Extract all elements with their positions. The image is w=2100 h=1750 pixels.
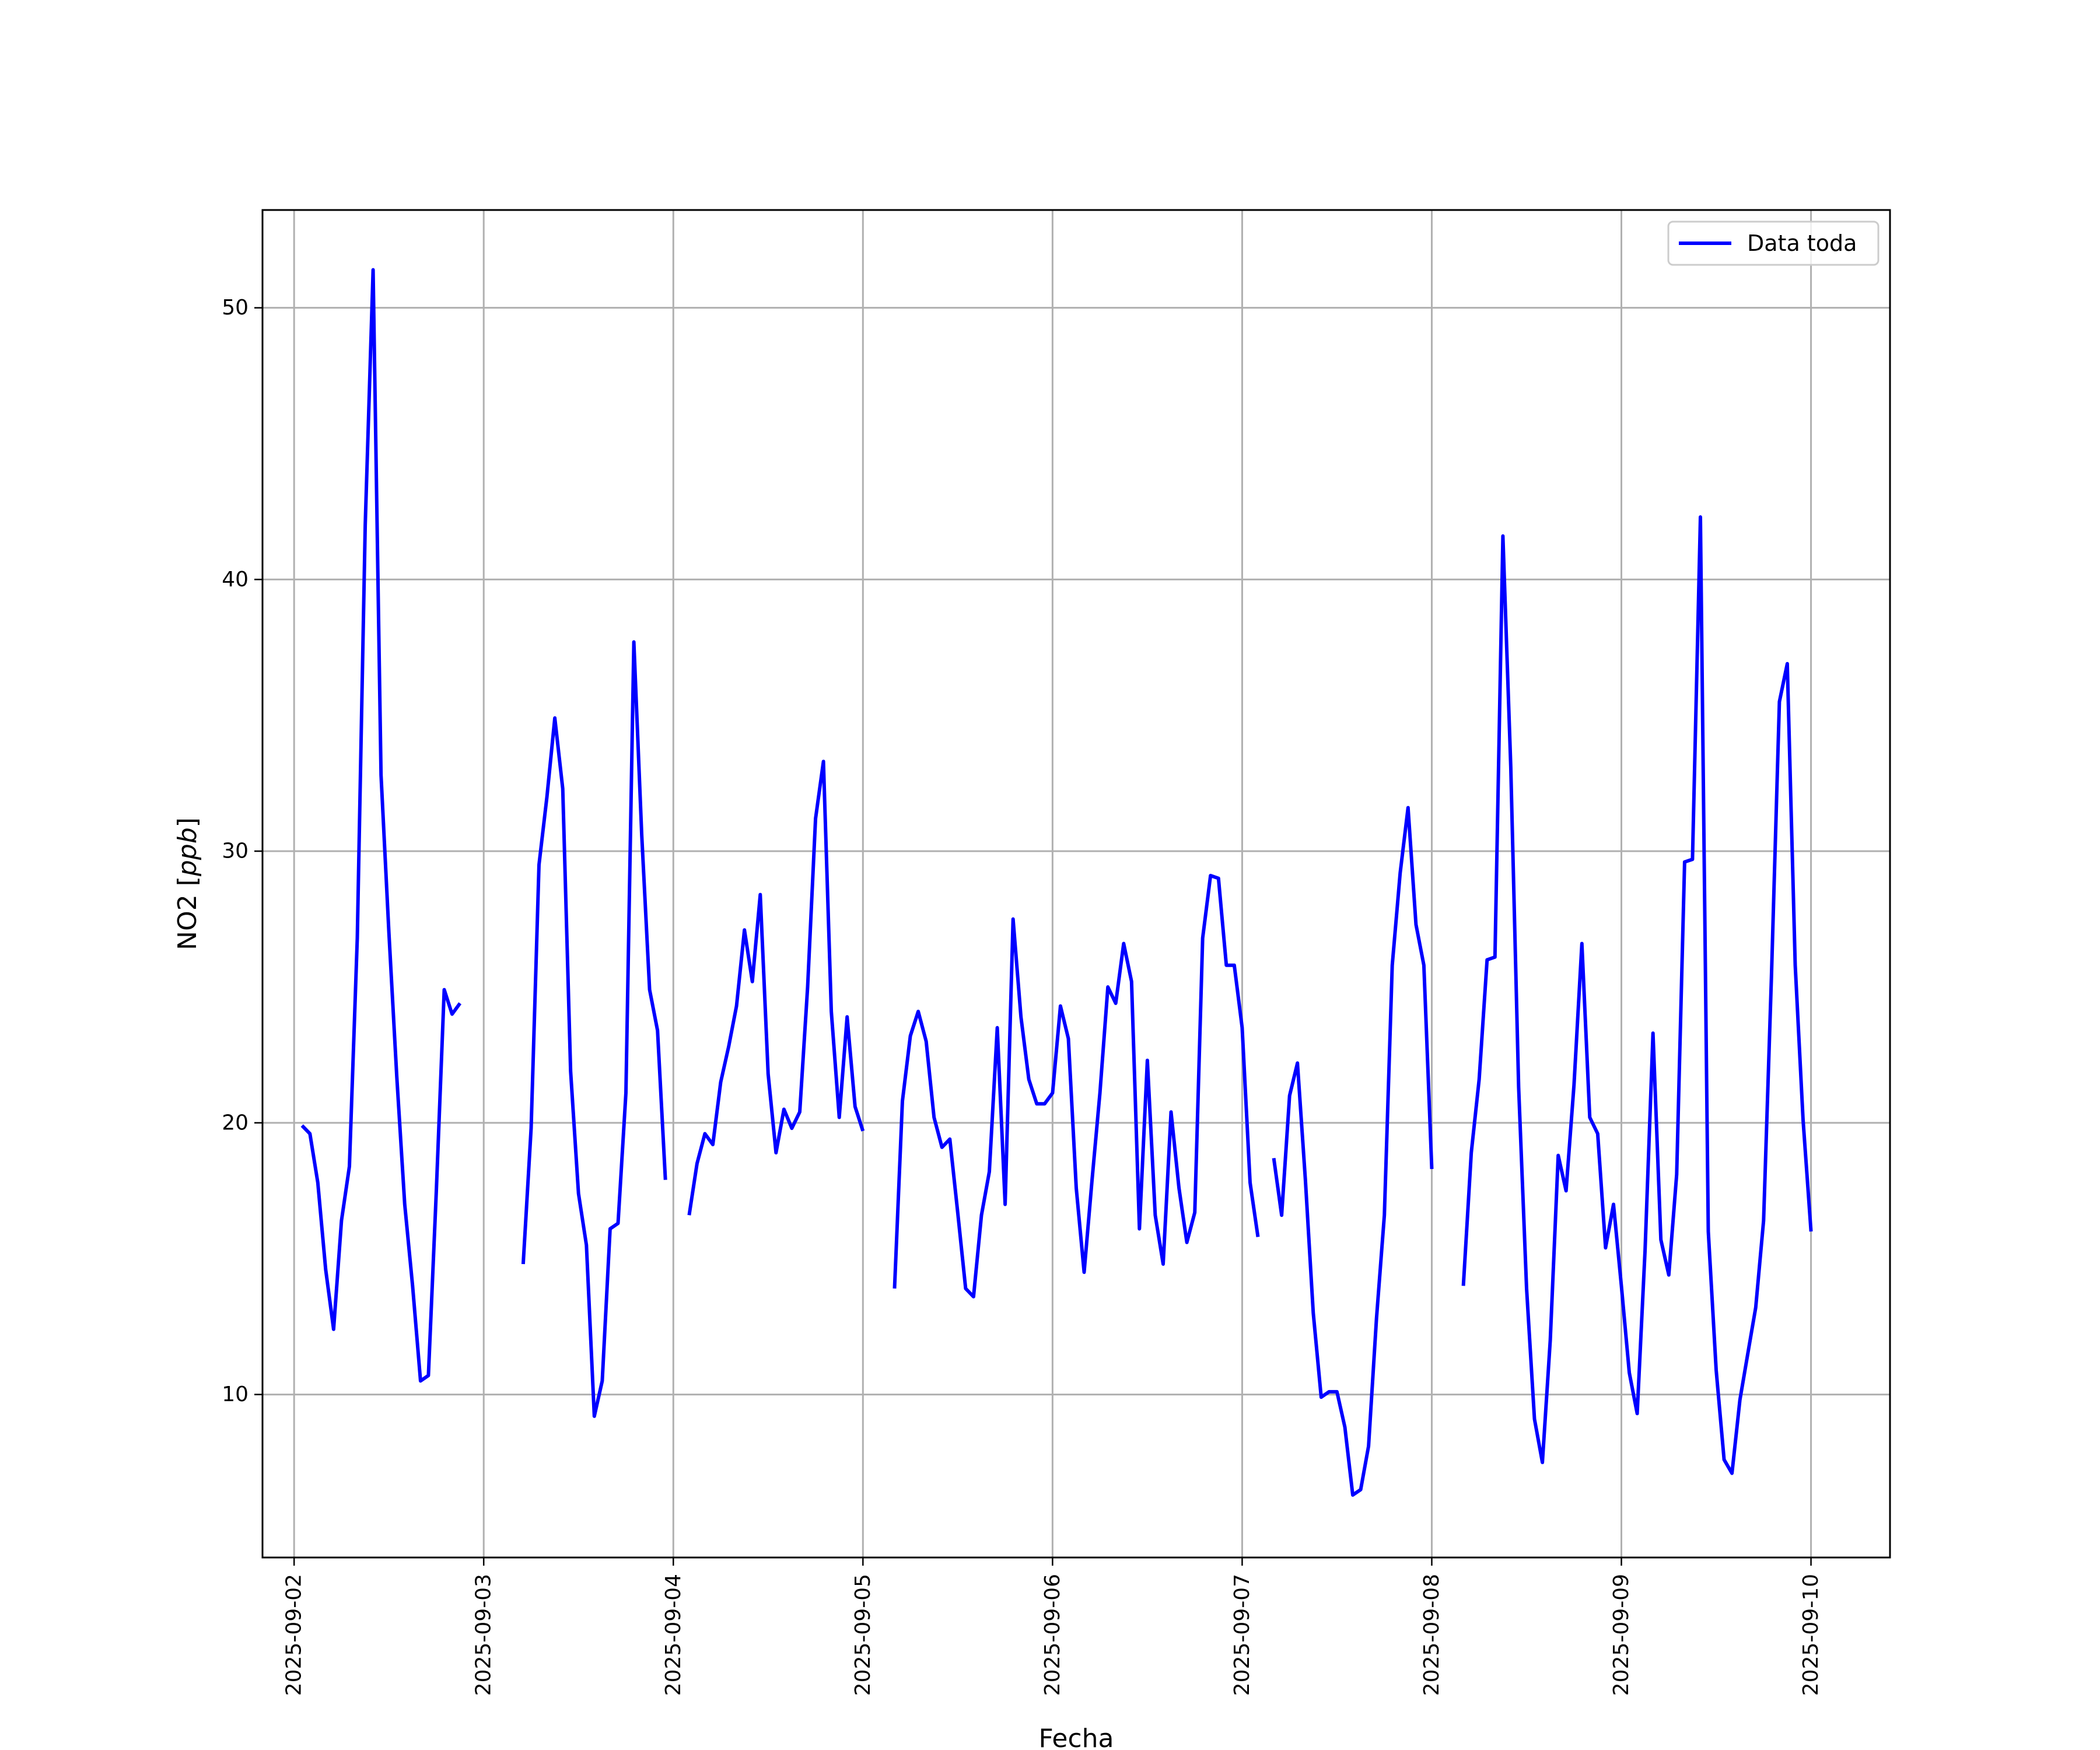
plot-frame (261, 209, 1891, 1559)
y-axis-label-unit: ppb (173, 827, 202, 877)
series-lines (300, 268, 1813, 1497)
legend: Data toda (1667, 220, 1880, 266)
legend-entry-label: Data toda (1747, 230, 1857, 256)
series-line-segment (892, 874, 1260, 1298)
x-tick-label: 2025-09-10 (1799, 1574, 1823, 1696)
x-tick-label: 2025-09-06 (1041, 1574, 1065, 1696)
axis-ticks: 2025-09-02 2025-09-03 2025-09-04 2025-09-05… (222, 296, 1823, 1696)
series-line-segment (687, 760, 865, 1216)
y-axis-label: NO2 [ppb] (173, 817, 202, 950)
series-line-segment (300, 268, 462, 1383)
x-tick-label: 2025-09-02 (282, 1574, 306, 1696)
y-axis-label-quantity: NO2 [ (173, 876, 202, 950)
x-tick-label: 2025-09-09 (1609, 1574, 1633, 1696)
x-tick-label: 2025-09-04 (662, 1574, 685, 1696)
x-tick-label: 2025-09-07 (1230, 1574, 1254, 1696)
y-tick-label: 20 (222, 1111, 249, 1135)
x-tick-label: 2025-09-08 (1420, 1574, 1444, 1696)
plot-background (262, 210, 1890, 1558)
legend-box (1667, 220, 1880, 266)
x-axis-label: Fecha (1038, 1724, 1114, 1750)
x-tick-label: 2025-09-05 (851, 1574, 875, 1696)
series-line-segment (1272, 806, 1434, 1497)
y-tick-label: 10 (222, 1382, 249, 1406)
y-tick-label: 50 (222, 296, 249, 320)
y-tick-label: 40 (222, 568, 249, 592)
series-line-segment (521, 640, 667, 1418)
grid-lines (262, 210, 1890, 1558)
y-tick-label: 30 (222, 839, 249, 863)
series-line-segment (1461, 515, 1813, 1475)
y-axis-label-close: ] (173, 817, 202, 827)
x-tick-label: 2025-09-03 (472, 1574, 496, 1696)
